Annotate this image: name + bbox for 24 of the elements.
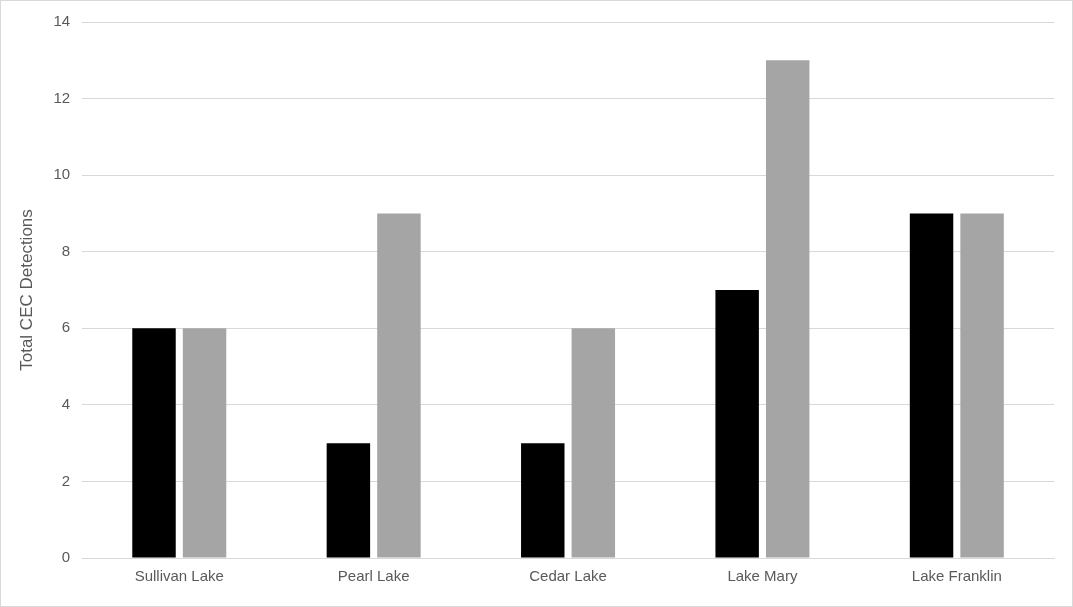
x-tick-label: Lake Franklin: [911, 567, 1002, 585]
bar: [909, 213, 954, 558]
y-tick-label: 12: [53, 88, 71, 106]
y-tick-label: 6: [61, 318, 71, 336]
bar: [571, 328, 616, 558]
y-tick-label: 4: [61, 395, 71, 412]
bar: [377, 213, 421, 558]
y-tick-label: 2: [61, 471, 71, 489]
x-tick-label: Lake Mary: [727, 567, 798, 585]
bar: [715, 290, 759, 558]
x-tick-label: Cedar Lake: [529, 567, 607, 585]
bar: [132, 328, 176, 558]
bar: [521, 443, 565, 558]
y-tick-label: 10: [53, 165, 71, 183]
x-tick-label: Pearl Lake: [337, 567, 410, 585]
y-tick-label: 0: [61, 548, 71, 566]
bar: [182, 328, 227, 558]
bar: [960, 213, 1004, 558]
y-tick-label: 8: [61, 241, 71, 259]
bar: [326, 443, 371, 558]
x-tick-label: Sullivan Lake: [134, 567, 224, 585]
y-axis-title: Total CEC Detections: [16, 209, 36, 371]
y-tick-label: 14: [53, 12, 71, 30]
bar: [765, 60, 810, 558]
